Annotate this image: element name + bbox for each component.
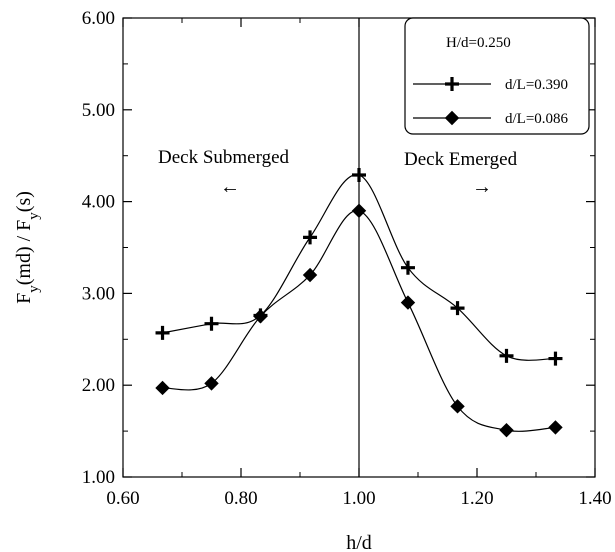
series-2	[155, 203, 563, 438]
legend-box	[404, 17, 590, 135]
data-point-diamond	[155, 380, 170, 396]
data-point-diamond	[499, 422, 514, 438]
data-point-plus	[303, 230, 318, 245]
data-point-diamond	[302, 267, 318, 283]
annotation-deck-emerged: Deck Emerged	[404, 149, 518, 170]
x-tick-label: 1.40	[578, 488, 611, 509]
y-tick-label: 5.00	[82, 100, 115, 121]
x-tick-label: 0.80	[224, 488, 257, 509]
y-tick-label: 6.00	[82, 8, 115, 29]
data-point-plus	[450, 301, 465, 316]
legend-title: H/d=0.250	[446, 35, 511, 51]
series-1	[155, 167, 563, 366]
legend-label: d/L=0.086	[505, 111, 569, 127]
x-axis-ticks: 0.60 0.80 1.00 1.20 1.40	[106, 18, 612, 509]
y-tick-label: 2.00	[82, 375, 115, 396]
data-point-plus	[204, 316, 219, 331]
data-point-diamond	[253, 309, 268, 324]
y-tick-label: 3.00	[82, 283, 115, 304]
y-axis-title: Fy(md) / Fy(s)	[13, 191, 42, 304]
legend-entries: d/L=0.390 d/L=0.086	[413, 77, 569, 127]
x-tick-label: 1.20	[460, 488, 493, 509]
data-point-diamond	[548, 420, 563, 435]
data-point-diamond	[400, 295, 416, 310]
annotation-deck-submerged: Deck Submerged	[158, 147, 290, 168]
data-point-plus	[499, 348, 514, 363]
legend-label: d/L=0.390	[505, 77, 568, 93]
arrow-right-icon: →	[472, 176, 492, 198]
x-tick-label: 0.60	[106, 488, 139, 509]
series-layer	[155, 167, 563, 438]
legend-marker-diamond	[444, 110, 460, 126]
y-tick-label: 4.00	[82, 192, 115, 213]
legend: H/d=0.250 d/L=0.390 d/L=0.086	[404, 17, 590, 135]
data-point-plus	[155, 325, 170, 340]
x-axis-title: h/d	[346, 532, 372, 552]
data-point-diamond	[351, 203, 367, 218]
data-point-plus	[352, 167, 366, 182]
arrow-left-icon: ←	[220, 176, 240, 198]
data-point-diamond	[204, 376, 219, 391]
y-axis-ticks: 1.00 2.00 3.00 4.00 5.00 6.00	[82, 8, 595, 488]
x-tick-label: 1.00	[342, 488, 375, 509]
y-tick-label: 1.00	[82, 467, 115, 488]
data-point-plus	[548, 351, 563, 366]
legend-marker-plus	[445, 77, 459, 91]
data-point-plus	[400, 260, 415, 275]
data-point-diamond	[450, 399, 465, 414]
